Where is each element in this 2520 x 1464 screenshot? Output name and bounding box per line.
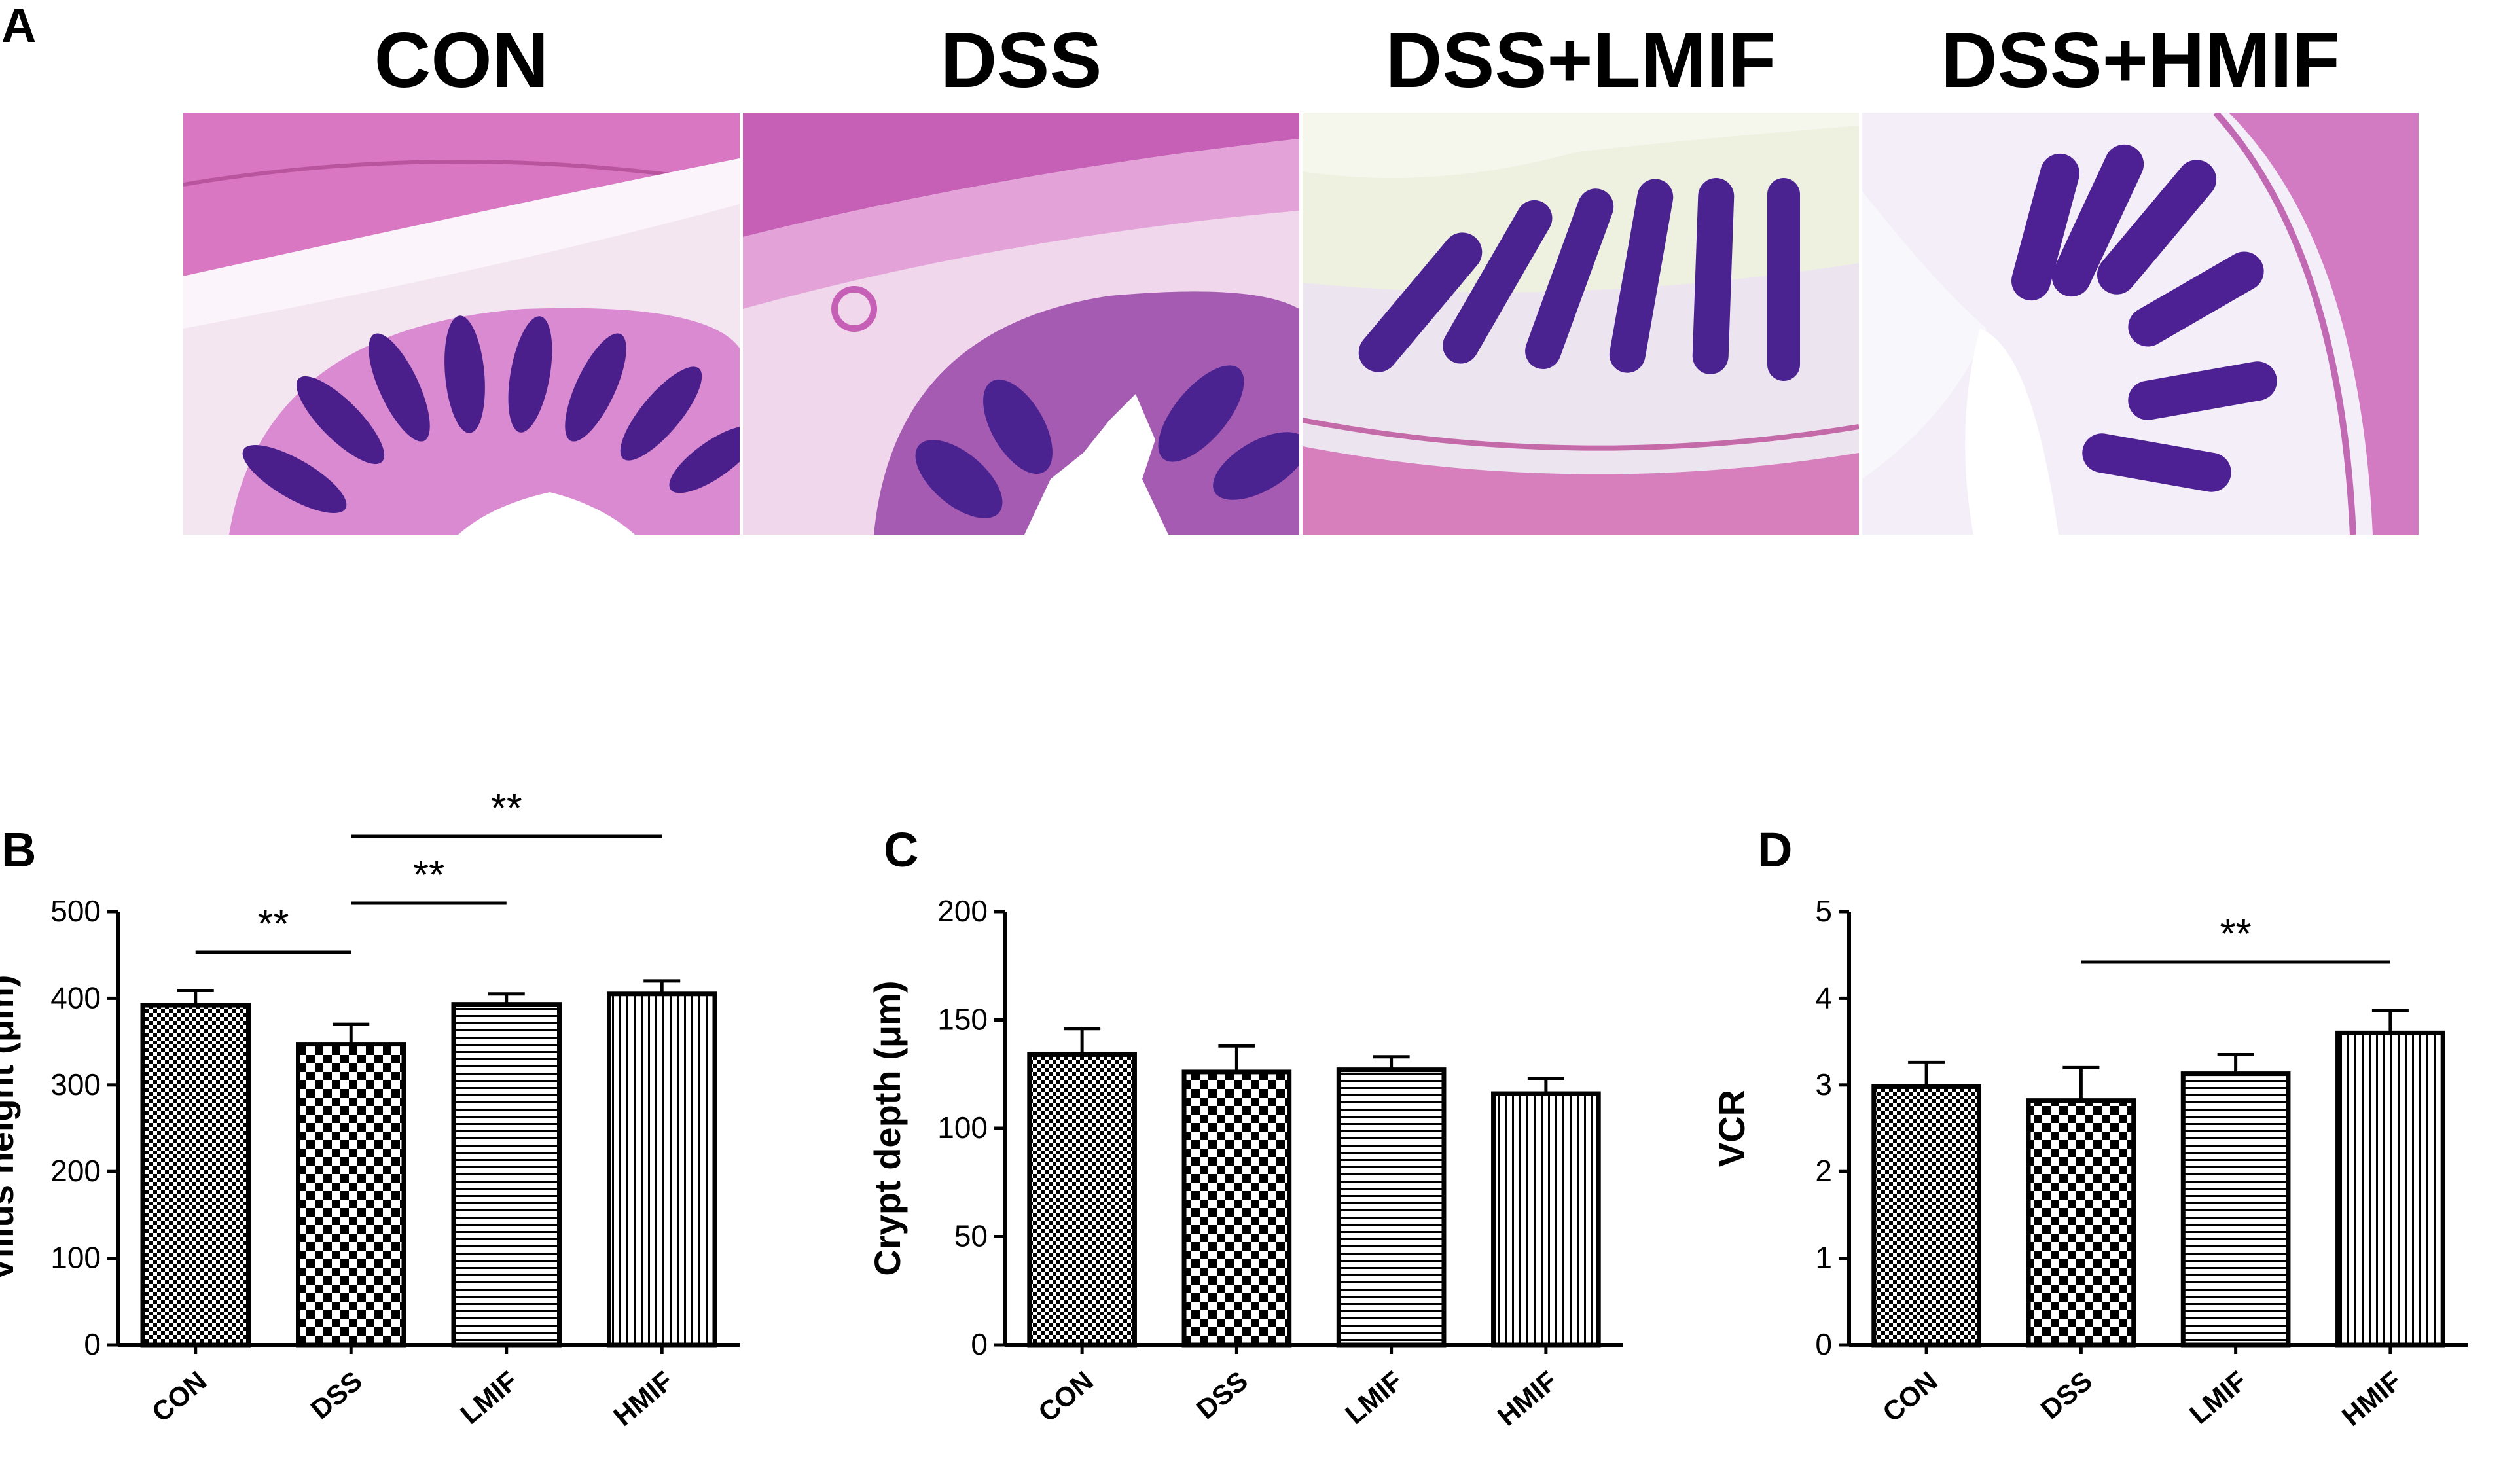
micrograph-con	[183, 113, 740, 535]
bar-dss	[296, 1042, 406, 1348]
x-tick-label-hmif: HMIF	[2336, 1365, 2407, 1432]
x-tick-label-dss: DSS	[1191, 1365, 1253, 1425]
significance-label: **	[2220, 912, 2251, 957]
y-tick-label: 300	[50, 1067, 101, 1101]
panel-label-b: B	[1, 823, 37, 877]
bar-hmif	[1491, 1091, 1601, 1348]
y-axis-label: Crypt depth (μm)	[867, 980, 908, 1276]
panel-label-c: C	[884, 823, 919, 877]
bar-con	[1027, 1052, 1137, 1348]
y-tick-label: 0	[1815, 1327, 1832, 1361]
y-tick-label: 0	[84, 1327, 101, 1361]
bar-lmif	[451, 1002, 562, 1348]
x-tick-label-hmif: HMIF	[607, 1365, 679, 1432]
x-tick-label-dss: DSS	[305, 1365, 368, 1425]
panel-label-a: A	[1, 0, 37, 52]
x-tick-label-con: CON	[1877, 1365, 1943, 1428]
significance-label: **	[413, 853, 444, 898]
y-tick-label: 100	[937, 1111, 988, 1145]
y-tick-label: 100	[50, 1241, 101, 1275]
micrograph-lmif	[1303, 113, 1859, 535]
x-tick-label-lmif: LMIF	[1339, 1365, 1408, 1430]
micrograph-title-lmif: DSS+LMIF	[1385, 16, 1776, 104]
y-tick-label: 400	[50, 980, 101, 1014]
y-tick-label: 2	[1815, 1154, 1832, 1188]
y-tick-label: 3	[1815, 1067, 1832, 1101]
y-axis-label: VCR	[1711, 1090, 1752, 1167]
x-tick-label-con: CON	[1032, 1365, 1099, 1428]
bar-dss	[2026, 1098, 2136, 1348]
bar-con	[140, 1003, 251, 1348]
x-tick-label-con: CON	[146, 1365, 213, 1428]
y-tick-label: 5	[1815, 894, 1832, 928]
micrograph-title-con: CON	[374, 16, 549, 104]
bar-lmif	[2180, 1071, 2291, 1348]
significance-label: **	[257, 902, 289, 947]
bar-con	[1871, 1084, 1981, 1348]
x-tick-label-lmif: LMIF	[2184, 1365, 2252, 1430]
panel-label-d: D	[1757, 823, 1793, 877]
bar-hmif	[2335, 1030, 2445, 1348]
y-axis-label: Villus height (μm)	[0, 975, 21, 1282]
micrograph-title-dss: DSS	[940, 16, 1102, 104]
micrograph-hmif	[1862, 113, 2419, 535]
x-tick-label-lmif: LMIF	[454, 1365, 523, 1430]
bar-dss	[1181, 1069, 1292, 1348]
y-tick-label: 4	[1815, 980, 1832, 1014]
x-tick-label-dss: DSS	[2035, 1365, 2098, 1425]
bar-hmif	[607, 991, 717, 1348]
y-tick-label: 150	[937, 1003, 988, 1037]
chart-c: 0 50 100 150 200 Crypt depth (μm) CON DSS LMIF HM…	[867, 894, 1623, 1432]
y-tick-label: 50	[954, 1219, 988, 1253]
chart-b: 0 100 200 300 400 500 Villus height (μm) CON DSS…	[0, 786, 740, 1432]
y-tick-label: 500	[50, 894, 101, 928]
x-tick-label-hmif: HMIF	[1492, 1365, 1563, 1432]
y-tick-label: 0	[971, 1327, 988, 1361]
y-tick-label: 200	[50, 1154, 101, 1188]
y-tick-label: 200	[937, 894, 988, 928]
bar-lmif	[1336, 1067, 1447, 1348]
micrograph-title-hmif: DSS+HMIF	[1940, 16, 2341, 104]
micrograph-dss	[743, 113, 1299, 535]
y-tick-label: 1	[1815, 1241, 1832, 1275]
chart-d: 0 1 2 3 4 5 VCR CON DSS LMIF HMIF **	[1711, 894, 2468, 1432]
significance-label: **	[491, 786, 522, 831]
